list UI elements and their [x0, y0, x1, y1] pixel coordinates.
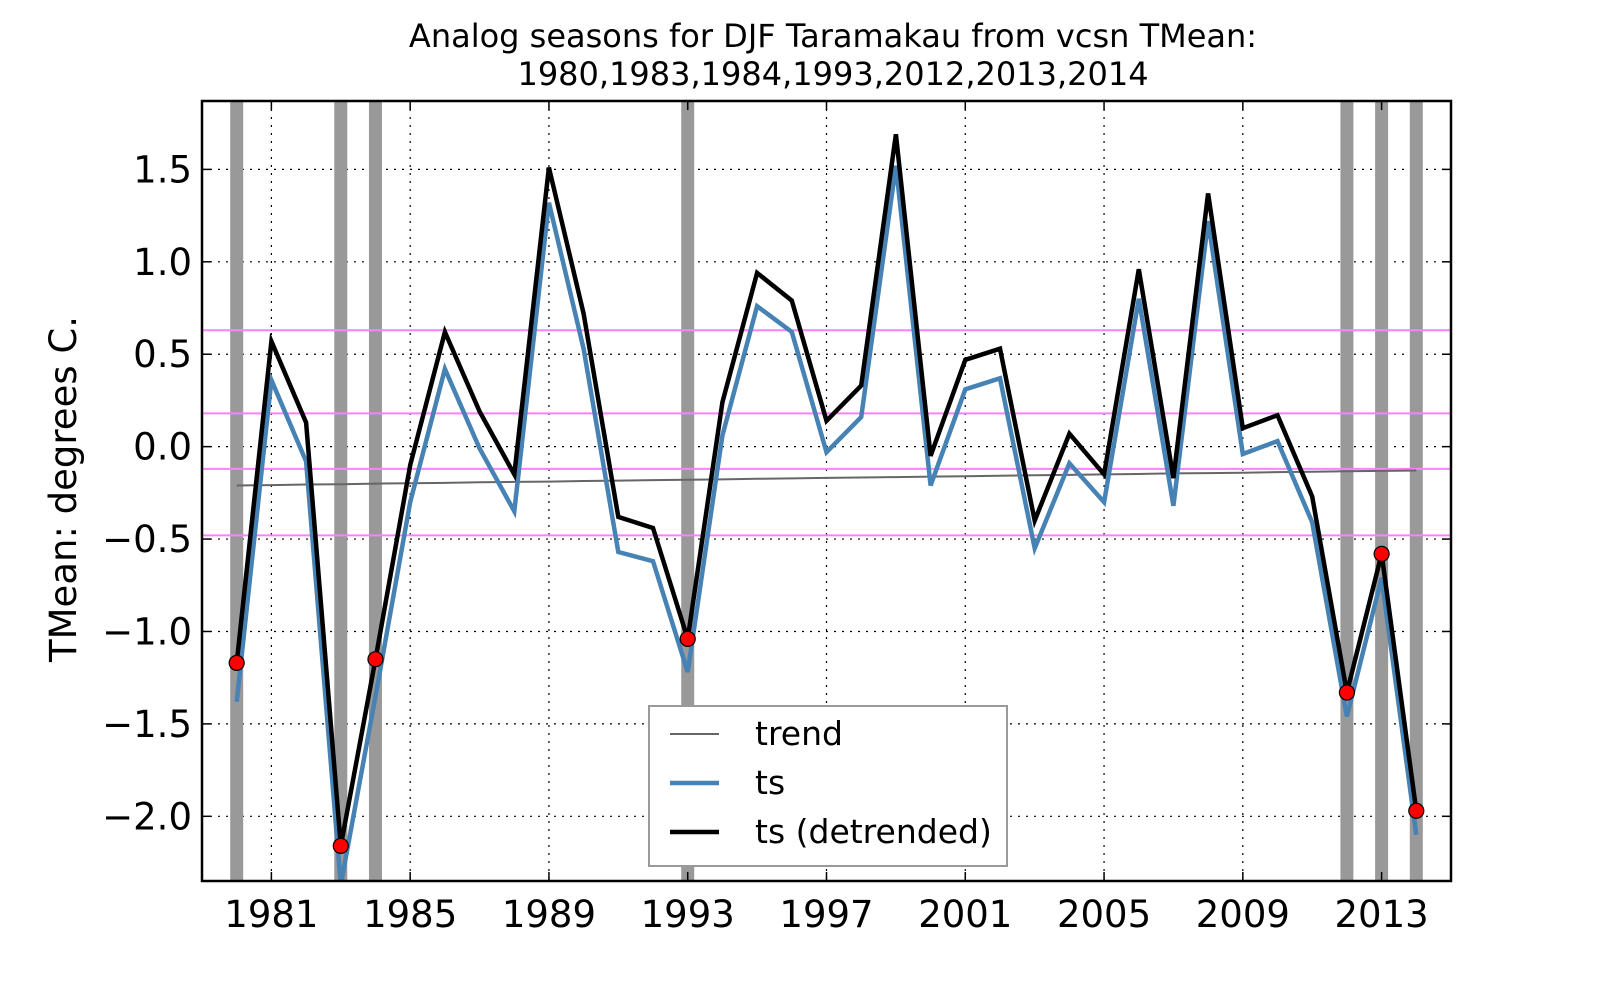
series-line-ts	[234, 165, 1419, 881]
y-tick-label: −1.5	[102, 703, 192, 746]
x-tick-label: 1989	[502, 893, 596, 936]
legend: trend ts ts (detrended)	[648, 705, 1008, 867]
y-tick-label: −0.5	[102, 518, 192, 561]
x-tick-label: 2001	[918, 893, 1012, 936]
analog-marker	[367, 651, 384, 668]
x-tick-label: 1993	[641, 893, 735, 936]
plot-data-layer	[202, 101, 1451, 881]
analog-marker	[228, 654, 245, 671]
chart-title: Analog seasons for DJF Taramakau from vc…	[409, 17, 1257, 55]
y-tick-label: 0.0	[133, 426, 192, 469]
legend-box	[648, 705, 1008, 867]
analog-marker	[1408, 802, 1425, 819]
x-tick-label: 2013	[1335, 893, 1429, 936]
analog-marker	[1338, 684, 1356, 701]
y-tick-label: −1.0	[102, 610, 192, 653]
y-tick-label: 0.5	[133, 333, 192, 376]
y-tick-label: −2.0	[102, 795, 192, 838]
legend-label: ts	[755, 763, 785, 802]
x-tick-label: 2009	[1196, 893, 1290, 936]
analog-marker	[679, 630, 696, 647]
series-line-trend	[236, 469, 1417, 487]
y-tick-label: 1.5	[133, 148, 192, 191]
x-tick-label: 2005	[1057, 893, 1151, 936]
plot-area: 1981 1985 1989 1993 1997 2001 2005 2009 2013 1.5 1…	[102, 99, 1453, 936]
analog-marker	[1373, 545, 1390, 562]
series-line-ts-detrended	[234, 133, 1419, 847]
x-tick-label: 1997	[779, 893, 873, 936]
x-tick-label: 1985	[363, 893, 457, 936]
x-tick-label: 1981	[224, 893, 318, 936]
y-tick-label: 1.0	[133, 241, 192, 284]
legend-label: trend	[755, 714, 843, 753]
analog-marker	[332, 837, 349, 854]
legend-label: ts (detrended)	[755, 812, 992, 851]
chart-subtitle: 1980,1983,1984,1993,2012,2013,2014	[517, 55, 1148, 93]
y-axis-label: TMean: degrees C.	[42, 316, 85, 663]
